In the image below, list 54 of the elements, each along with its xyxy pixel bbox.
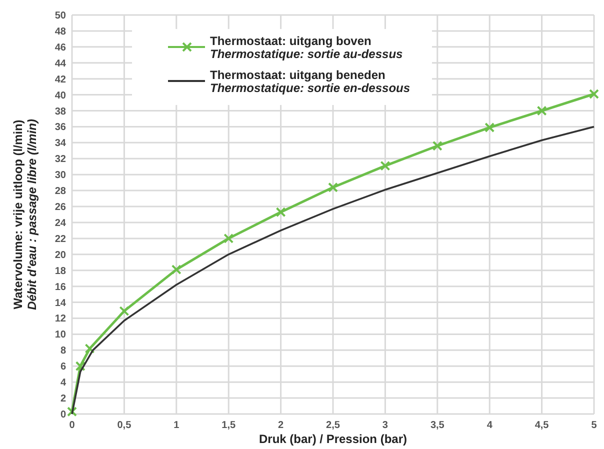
y-tick-label: 20 — [54, 250, 66, 261]
y-tick-label: 14 — [54, 298, 66, 309]
y-tick-label: 22 — [54, 234, 66, 245]
y-tick-label: 30 — [54, 170, 66, 182]
y-tick-label: 34 — [54, 138, 66, 150]
y-tick-label: 48 — [54, 26, 66, 38]
x-tick-label: 3 — [382, 420, 388, 431]
x-tick-label: 0,5 — [117, 420, 132, 431]
point — [119, 306, 130, 316]
x-tick-label: 2,5 — [326, 420, 340, 431]
x-tick-label: 4,5 — [534, 420, 550, 431]
y-tick-label: 36 — [54, 122, 66, 134]
y-tick-label: 18 — [54, 266, 66, 277]
point — [380, 160, 390, 171]
x-tick-label: 3,5 — [430, 420, 445, 431]
x-tick-label: 1,5 — [222, 420, 236, 431]
point — [432, 140, 442, 151]
x-tick-label: 1 — [174, 420, 180, 431]
point — [328, 182, 338, 192]
point — [171, 264, 182, 275]
point — [75, 361, 86, 372]
x-tick-label: 4 — [486, 420, 493, 431]
point — [84, 344, 95, 354]
y-axis-title: Watervolume: vrije uitloop (l/min) Débit d'eau : passage libre (l/min) — [11, 119, 39, 310]
point — [224, 233, 234, 244]
point — [536, 106, 547, 116]
y-tick-label: 24 — [54, 218, 66, 229]
y-tick-label: 12 — [54, 314, 66, 325]
y-tick-label: 42 — [54, 74, 66, 86]
point — [67, 406, 77, 417]
y-tick-label: 8 — [60, 346, 66, 357]
y-tick-label: 46 — [54, 42, 66, 54]
y-tick-label: 16 — [54, 282, 66, 293]
x-tick-label: 2 — [278, 420, 284, 431]
y-tick-label: 38 — [54, 106, 66, 118]
y-tick-label: 2 — [60, 394, 66, 405]
x-axis-title: Druk (bar) / Pression (bar) — [258, 432, 408, 446]
y-tick-label: 4 — [60, 378, 66, 389]
y-tick-label: 6 — [60, 362, 66, 373]
y-tick-label: 0 — [60, 410, 66, 420]
point — [276, 207, 286, 218]
x-tick-label: 5 — [591, 420, 598, 431]
legend-label: Thermostaat: uitgang boven Thermostatique: sortie au-dessus — [210, 34, 404, 61]
legend-label: Thermostaat: uitgang beneden Thermostatique: sortie en-dessous — [210, 68, 410, 95]
y-tick-label: 26 — [54, 202, 66, 214]
point — [484, 122, 495, 133]
y-tick-label: 44 — [54, 58, 66, 70]
y-tick-label: 28 — [54, 186, 66, 198]
y-tick-label: 32 — [54, 154, 66, 166]
x-tick-label: 0 — [69, 420, 76, 431]
point — [589, 89, 599, 99]
y-tick-label: 40 — [54, 90, 66, 102]
y-tick-label: 50 — [54, 10, 66, 22]
y-tick-label: 10 — [54, 330, 66, 341]
